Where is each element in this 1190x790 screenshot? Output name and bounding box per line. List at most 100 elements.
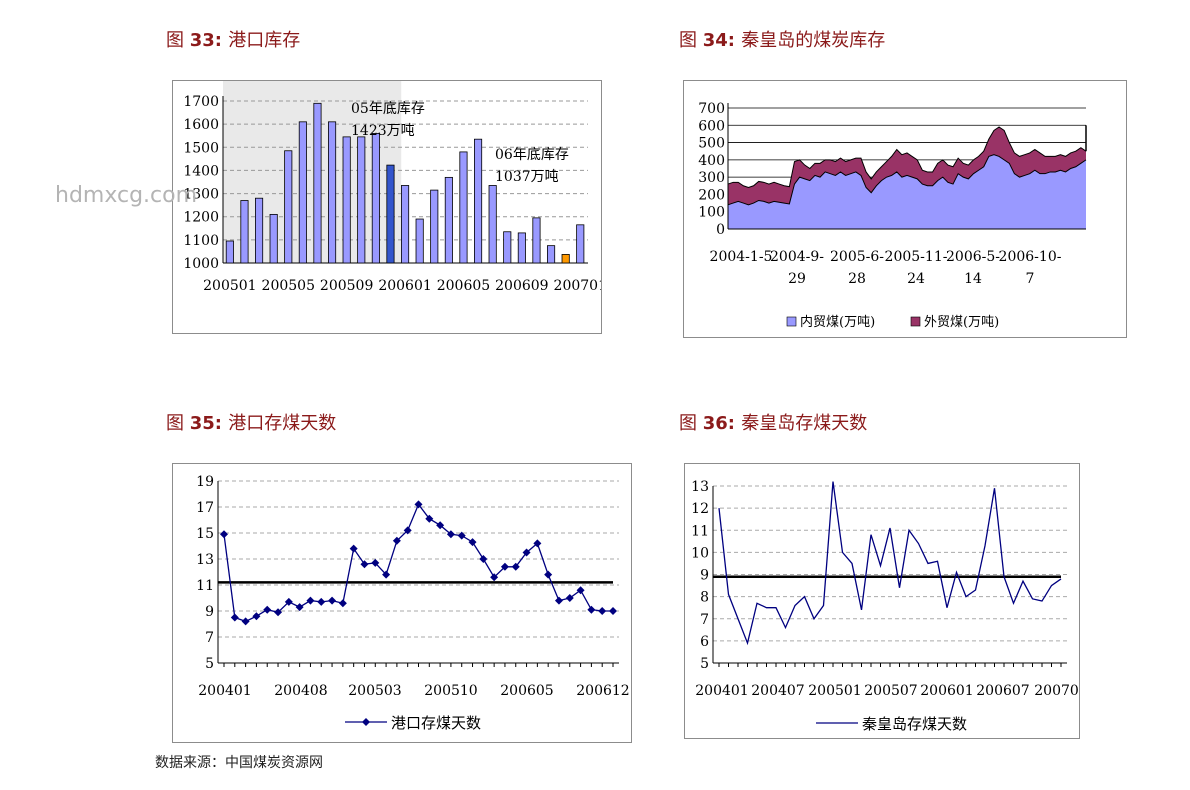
total-line bbox=[727, 126, 1087, 189]
annotation-2005-line2: 1423万吨 bbox=[351, 123, 415, 139]
y-tick-label: 700 bbox=[698, 101, 725, 117]
data-point bbox=[533, 539, 542, 548]
figure-number: 35 bbox=[189, 413, 215, 434]
data-point bbox=[457, 531, 466, 540]
annotation-2006-line1: 06年底库存 bbox=[495, 147, 569, 163]
data-point bbox=[565, 594, 574, 602]
data-point bbox=[446, 530, 455, 539]
data-point bbox=[479, 555, 488, 563]
y-tick-label: 6 bbox=[700, 634, 709, 650]
data-point bbox=[252, 612, 261, 621]
watermark-text: hdmxcg.com bbox=[55, 183, 198, 208]
y-tick-label: 1500 bbox=[183, 140, 219, 156]
series-line bbox=[223, 503, 613, 623]
x-tick-label-line1: 2005-6- bbox=[830, 249, 884, 265]
bar bbox=[488, 185, 497, 264]
y-tick-label: 10 bbox=[691, 545, 709, 561]
x-tick-label-line1: 2005-11- bbox=[885, 249, 948, 265]
legend-label-domestic: 内贸煤(万吨) bbox=[800, 314, 875, 330]
data-point bbox=[511, 562, 520, 571]
domestic-line bbox=[727, 154, 1087, 206]
bar bbox=[532, 217, 541, 264]
x-tick-label: 200401 bbox=[198, 683, 251, 699]
data-point bbox=[295, 603, 304, 612]
x-tick-label: 200607 bbox=[976, 683, 1029, 699]
bar bbox=[561, 254, 570, 264]
figure-separator: : bbox=[727, 413, 742, 434]
data-point bbox=[317, 597, 326, 606]
bar bbox=[298, 121, 307, 264]
y-tick-label: 1400 bbox=[183, 163, 219, 179]
y-tick-label: 1200 bbox=[183, 210, 219, 226]
data-point bbox=[274, 608, 283, 617]
line-chart-svg: 19 17 15 13 11 9 7 5 200401 200408 200503 200510 200… bbox=[196, 474, 630, 732]
x-tick-label: 200503 bbox=[348, 683, 401, 699]
chart-qhd-days: 13 12 11 10 9 8 7 6 5 200401 200407 200501 200507 200… bbox=[684, 463, 1088, 739]
y-tick-label: 1100 bbox=[183, 233, 219, 249]
bar bbox=[444, 176, 453, 264]
legend-label: 秦皇岛存煤天数 bbox=[862, 715, 967, 733]
data-point bbox=[230, 613, 239, 622]
x-tick-label: 200612 bbox=[576, 683, 629, 699]
bar bbox=[386, 164, 395, 264]
figure-prefix: 图 bbox=[679, 30, 703, 51]
data-point bbox=[284, 597, 293, 606]
x-tick-label: 200701 bbox=[554, 278, 601, 294]
bar bbox=[401, 185, 410, 264]
x-tick-label-line2: 29 bbox=[788, 271, 806, 287]
x-tick-label: 200609 bbox=[495, 278, 548, 294]
y-tick-label: 1000 bbox=[183, 256, 219, 272]
data-point bbox=[392, 536, 401, 545]
bar bbox=[547, 245, 556, 264]
x-tick-label: 200605 bbox=[500, 683, 553, 699]
data-point bbox=[490, 573, 499, 582]
x-tick-label: 200601 bbox=[920, 683, 973, 699]
x-tick-label: 200501 bbox=[808, 683, 861, 699]
x-tick-label-line2: 24 bbox=[907, 271, 925, 287]
data-point bbox=[263, 605, 272, 614]
y-tick-label: 12 bbox=[691, 501, 709, 517]
chart-port-inventory: 1700 1600 1500 1400 1300 1200 1100 1000 200501 20… bbox=[172, 80, 607, 334]
figure-title-text: 秦皇岛的煤炭库存 bbox=[741, 30, 886, 51]
figure-separator: : bbox=[727, 30, 742, 51]
y-tick-label: 300 bbox=[698, 170, 725, 186]
data-point bbox=[241, 617, 250, 626]
x-tick-label-line1: 2004-1-5 bbox=[710, 249, 773, 265]
y-tick-label: 7 bbox=[700, 612, 709, 628]
bar bbox=[328, 121, 337, 264]
x-tick-label-line1: 2004-9- bbox=[770, 249, 824, 265]
y-tick-label: 1700 bbox=[183, 94, 219, 110]
bar bbox=[415, 218, 424, 264]
y-tick-label: 9 bbox=[700, 568, 709, 584]
bar bbox=[371, 133, 380, 264]
y-tick-label: 5 bbox=[205, 656, 214, 672]
figure-number: 34 bbox=[702, 30, 728, 51]
legend-label-foreign: 外贸煤(万吨) bbox=[924, 315, 999, 330]
y-tick-label: 19 bbox=[196, 474, 214, 490]
legend-marker bbox=[362, 718, 370, 726]
figure-36-title: 图 36: 秦皇岛存煤天数 bbox=[679, 409, 867, 435]
bar bbox=[313, 102, 322, 264]
y-tick-label: 600 bbox=[698, 118, 725, 134]
x-tick-label: 200507 bbox=[864, 683, 917, 699]
y-tick-label: 11 bbox=[691, 523, 709, 539]
y-tick-label: 17 bbox=[196, 500, 214, 516]
bar-chart-svg: 1700 1600 1500 1400 1300 1200 1100 1000 200501 20… bbox=[183, 81, 607, 294]
data-point bbox=[371, 558, 380, 567]
y-tick-label: 13 bbox=[691, 479, 709, 495]
legend-label: 港口存煤天数 bbox=[391, 714, 481, 732]
y-tick-label: 7 bbox=[205, 630, 214, 646]
figure-number: 33 bbox=[189, 30, 215, 51]
y-tick-label: 9 bbox=[205, 604, 214, 620]
data-point bbox=[338, 599, 347, 608]
y-tick-label: 5 bbox=[700, 656, 709, 672]
y-tick-label: 500 bbox=[698, 136, 725, 152]
chart-qhd-inventory: 700 600 500 400 300 200 100 0 2004-1-5 2004-9- 29 2… bbox=[683, 80, 1127, 338]
data-point bbox=[220, 530, 228, 539]
y-tick-label: 400 bbox=[698, 153, 725, 169]
bar bbox=[576, 224, 585, 264]
data-point bbox=[425, 514, 434, 523]
figure-title-text: 港口库存 bbox=[228, 30, 301, 51]
